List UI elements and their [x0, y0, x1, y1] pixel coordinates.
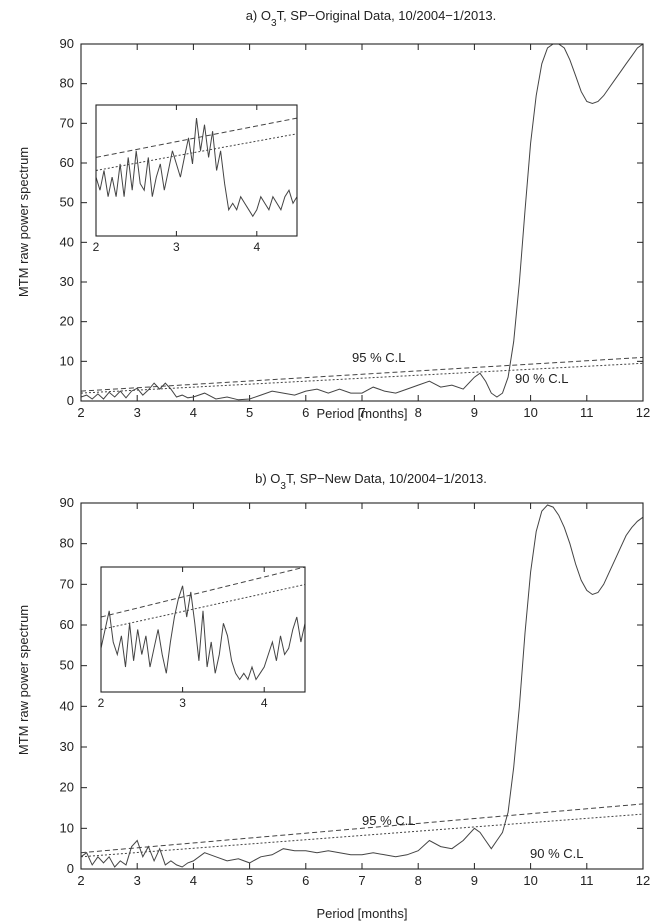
panel-a-title: a) O3T, SP−Original Data, 10/2004−1/2013… [246, 8, 497, 29]
inset-background [96, 105, 297, 236]
panel-a-plot-lines [81, 44, 643, 401]
inset-background [101, 567, 305, 692]
y-tick-label: 70 [60, 576, 74, 591]
x-tick-label: 11 [580, 405, 594, 420]
y-tick-label: 20 [60, 780, 74, 795]
y-tick-label: 80 [60, 76, 74, 91]
x-tick-label: 8 [415, 873, 422, 888]
panel-b-title: b) O3T, SP−New Data, 10/2004−1/2013. [255, 471, 487, 492]
x-tick-label: 6 [302, 873, 309, 888]
x-tick-label: 12 [636, 873, 650, 888]
spectrum-line [81, 44, 643, 401]
x-tick-label: 7 [358, 873, 365, 888]
x-tick-label: 5 [246, 873, 253, 888]
y-tick-label: 70 [60, 115, 74, 130]
x-tick-label: 5 [246, 405, 253, 420]
y-tick-label: 30 [60, 739, 74, 754]
inset-x-tick-label: 3 [173, 240, 180, 254]
panel-b-plot-lines [81, 504, 643, 868]
panel-a-xlabel: Period [months] [316, 406, 407, 421]
y-tick-label: 80 [60, 536, 74, 551]
inset-spectrum-line [101, 585, 305, 681]
cl90-line [81, 813, 643, 858]
y-tick-label: 90 [60, 36, 74, 51]
panel-b-ylabel: MTM raw power spectrum [16, 605, 31, 755]
y-tick-label: 50 [60, 658, 74, 673]
y-tick-label: 30 [60, 274, 74, 289]
x-tick-label: 10 [523, 873, 537, 888]
x-tick-label: 4 [190, 873, 197, 888]
x-tick-label: 9 [471, 873, 478, 888]
y-tick-label: 60 [60, 617, 74, 632]
inset-x-tick-label: 2 [98, 696, 105, 710]
panel-b-axes: 2 3 4 5 6 7 8 9 10 11 12 0 10 20 30 40 50 60 70 80 90 [60, 495, 651, 888]
y-tick-label: 40 [60, 698, 74, 713]
cl95-line [81, 803, 643, 854]
panel-b-xlabel: Period [months] [316, 906, 407, 921]
panel-a-frame [80, 43, 644, 402]
cl90-line [81, 362, 643, 394]
inset-x-tick-label: 4 [253, 240, 260, 254]
y-tick-label: 0 [67, 861, 74, 876]
x-tick-label: 6 [302, 405, 309, 420]
panel-a-cl95-label: 95 % C.L [352, 350, 405, 365]
y-tick-label: 40 [60, 234, 74, 249]
x-tick-label: 3 [134, 405, 141, 420]
inset-cl90-line [101, 584, 305, 630]
y-tick-label: 10 [60, 820, 74, 835]
panel-b: b) O3T, SP−New Data, 10/2004−1/2013. MTM… [16, 471, 650, 921]
x-tick-label: 3 [134, 873, 141, 888]
y-tick-label: 90 [60, 495, 74, 510]
x-tick-label: 8 [415, 405, 422, 420]
x-tick-label: 2 [77, 873, 84, 888]
panel-b-cl95-label: 95 % C.L [362, 813, 415, 828]
x-tick-label: 4 [190, 405, 197, 420]
x-tick-label: 2 [77, 405, 84, 420]
x-tick-label: 12 [636, 405, 650, 420]
inset-x-tick-label: 3 [179, 696, 186, 710]
inset-x-tick-label: 2 [93, 240, 100, 254]
x-tick-label: 7 [358, 405, 365, 420]
panel-b-cl90-label: 90 % C.L [530, 846, 583, 861]
panel-a: a) O3T, SP−Original Data, 10/2004−1/2013… [16, 8, 650, 421]
panel-a-cl90-label: 90 % C.L [515, 371, 568, 386]
inset-spectrum-line [96, 118, 297, 218]
panel-b-frame [80, 502, 644, 870]
panel-a-axes: 2 3 4 5 6 7 8 9 10 11 12 0 10 20 30 40 50 60 70 80 90 [60, 36, 651, 420]
inset-frame [100, 566, 306, 693]
y-tick-label: 0 [67, 393, 74, 408]
spectrum-line [81, 504, 643, 868]
x-tick-label: 10 [523, 405, 537, 420]
cl95-line [81, 356, 643, 392]
inset-cl95-line [96, 117, 297, 158]
inset-cl95-line [101, 567, 305, 618]
inset-frame [95, 104, 298, 237]
y-tick-label: 10 [60, 353, 74, 368]
x-tick-label: 9 [471, 405, 478, 420]
x-tick-label: 11 [580, 873, 594, 888]
panel-a-inset: 2 3 4 [93, 104, 298, 254]
panel-a-ylabel: MTM raw power spectrum [16, 147, 31, 297]
y-tick-label: 20 [60, 314, 74, 329]
inset-x-tick-label: 4 [261, 696, 268, 710]
y-tick-label: 60 [60, 155, 74, 170]
y-tick-label: 50 [60, 195, 74, 210]
panel-b-inset: 2 3 4 [98, 566, 306, 710]
